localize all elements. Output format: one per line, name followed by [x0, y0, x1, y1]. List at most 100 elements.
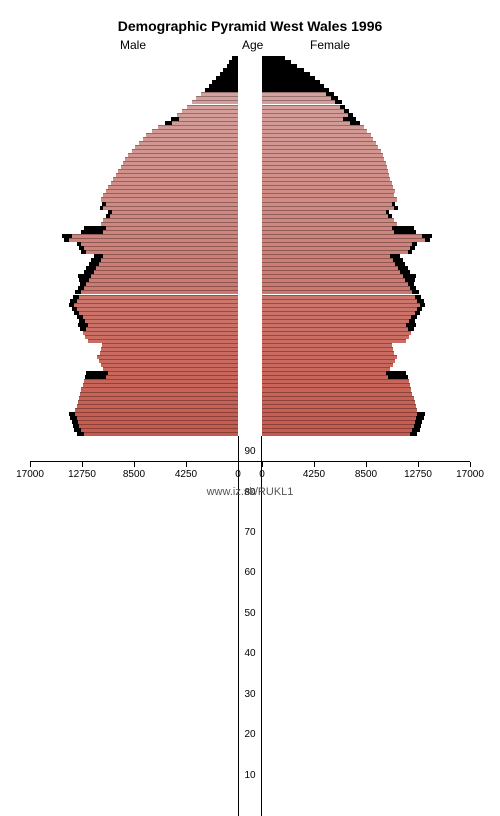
age-row	[30, 408, 470, 412]
age-row	[30, 335, 470, 339]
age-row	[30, 339, 470, 343]
age-tick: 60	[243, 567, 256, 578]
age-row	[30, 282, 470, 286]
age-row	[30, 109, 470, 113]
age-row	[30, 379, 470, 383]
age-row	[30, 299, 470, 303]
age-row	[30, 307, 470, 311]
age-row	[30, 218, 470, 222]
x-tick-label: 17000	[16, 469, 44, 480]
age-row	[30, 351, 470, 355]
age-row	[30, 404, 470, 408]
x-tick-label: 8500	[123, 469, 145, 480]
age-row	[30, 193, 470, 197]
x-tick-label: 8500	[355, 469, 377, 480]
age-row	[30, 258, 470, 262]
age-row	[30, 375, 470, 379]
age-tick: 50	[243, 608, 256, 619]
age-row	[30, 363, 470, 367]
age-row	[30, 230, 470, 234]
age-row	[30, 266, 470, 270]
age-row	[30, 355, 470, 359]
age-row	[30, 315, 470, 319]
age-tick: 20	[243, 729, 256, 740]
age-row	[30, 383, 470, 387]
age-row	[30, 141, 470, 145]
age-row	[30, 137, 470, 141]
age-row	[30, 323, 470, 327]
age-row	[30, 117, 470, 121]
age-row	[30, 202, 470, 206]
age-row	[30, 274, 470, 278]
age-row	[30, 428, 470, 432]
footer-url: www.iz.sk/RUKL1	[0, 486, 500, 498]
age-row	[30, 359, 470, 363]
pyramid-chart: 102030405060708090	[30, 56, 470, 436]
age-row	[30, 246, 470, 250]
x-tick-label: 12750	[404, 469, 432, 480]
age-row	[30, 319, 470, 323]
age-row	[30, 68, 470, 72]
age-row	[30, 161, 470, 165]
age-row	[30, 387, 470, 391]
age-row	[30, 210, 470, 214]
age-row	[30, 311, 470, 315]
age-row	[30, 96, 470, 100]
age-row	[30, 424, 470, 428]
female-label: Female	[310, 38, 350, 52]
age-row	[30, 295, 470, 299]
age-row	[30, 56, 470, 60]
age-row	[30, 286, 470, 290]
age-row	[30, 181, 470, 185]
age-row	[30, 206, 470, 210]
age-tick: 70	[243, 527, 256, 538]
age-tick: 30	[243, 689, 256, 700]
x-tick-label: 4250	[303, 469, 325, 480]
x-tick-label: 4250	[175, 469, 197, 480]
x-tick-label: 17000	[456, 469, 484, 480]
age-row	[30, 278, 470, 282]
age-row	[30, 343, 470, 347]
age-row	[30, 92, 470, 96]
age-row	[30, 262, 470, 266]
age-row	[30, 396, 470, 400]
age-row	[30, 270, 470, 274]
age-row	[30, 254, 470, 258]
x-tick-label: 0	[235, 469, 241, 480]
age-row	[30, 420, 470, 424]
age-row	[30, 392, 470, 396]
age-row	[30, 145, 470, 149]
age-row	[30, 347, 470, 351]
age-row	[30, 72, 470, 76]
age-tick: 10	[243, 770, 256, 781]
x-tick-label: 0	[259, 469, 265, 480]
age-tick: 90	[243, 446, 256, 457]
age-row	[30, 238, 470, 242]
age-row	[30, 367, 470, 371]
age-row	[30, 242, 470, 246]
age-row	[30, 133, 470, 137]
age-row	[30, 189, 470, 193]
age-row	[30, 153, 470, 157]
age-row	[30, 177, 470, 181]
age-row	[30, 149, 470, 153]
age-row	[30, 88, 470, 92]
age-row	[30, 214, 470, 218]
age-row	[30, 121, 470, 125]
age-row	[30, 84, 470, 88]
age-row	[30, 165, 470, 169]
age-row	[30, 169, 470, 173]
age-row	[30, 222, 470, 226]
age-row	[30, 250, 470, 254]
age-row	[30, 60, 470, 64]
age-row	[30, 129, 470, 133]
age-row	[30, 416, 470, 420]
age-row	[30, 226, 470, 230]
age-label: Age	[242, 38, 263, 52]
age-row	[30, 76, 470, 80]
age-row	[30, 157, 470, 161]
x-axis	[30, 461, 470, 462]
age-row	[30, 327, 470, 331]
age-row	[30, 331, 470, 335]
age-row	[30, 185, 470, 189]
